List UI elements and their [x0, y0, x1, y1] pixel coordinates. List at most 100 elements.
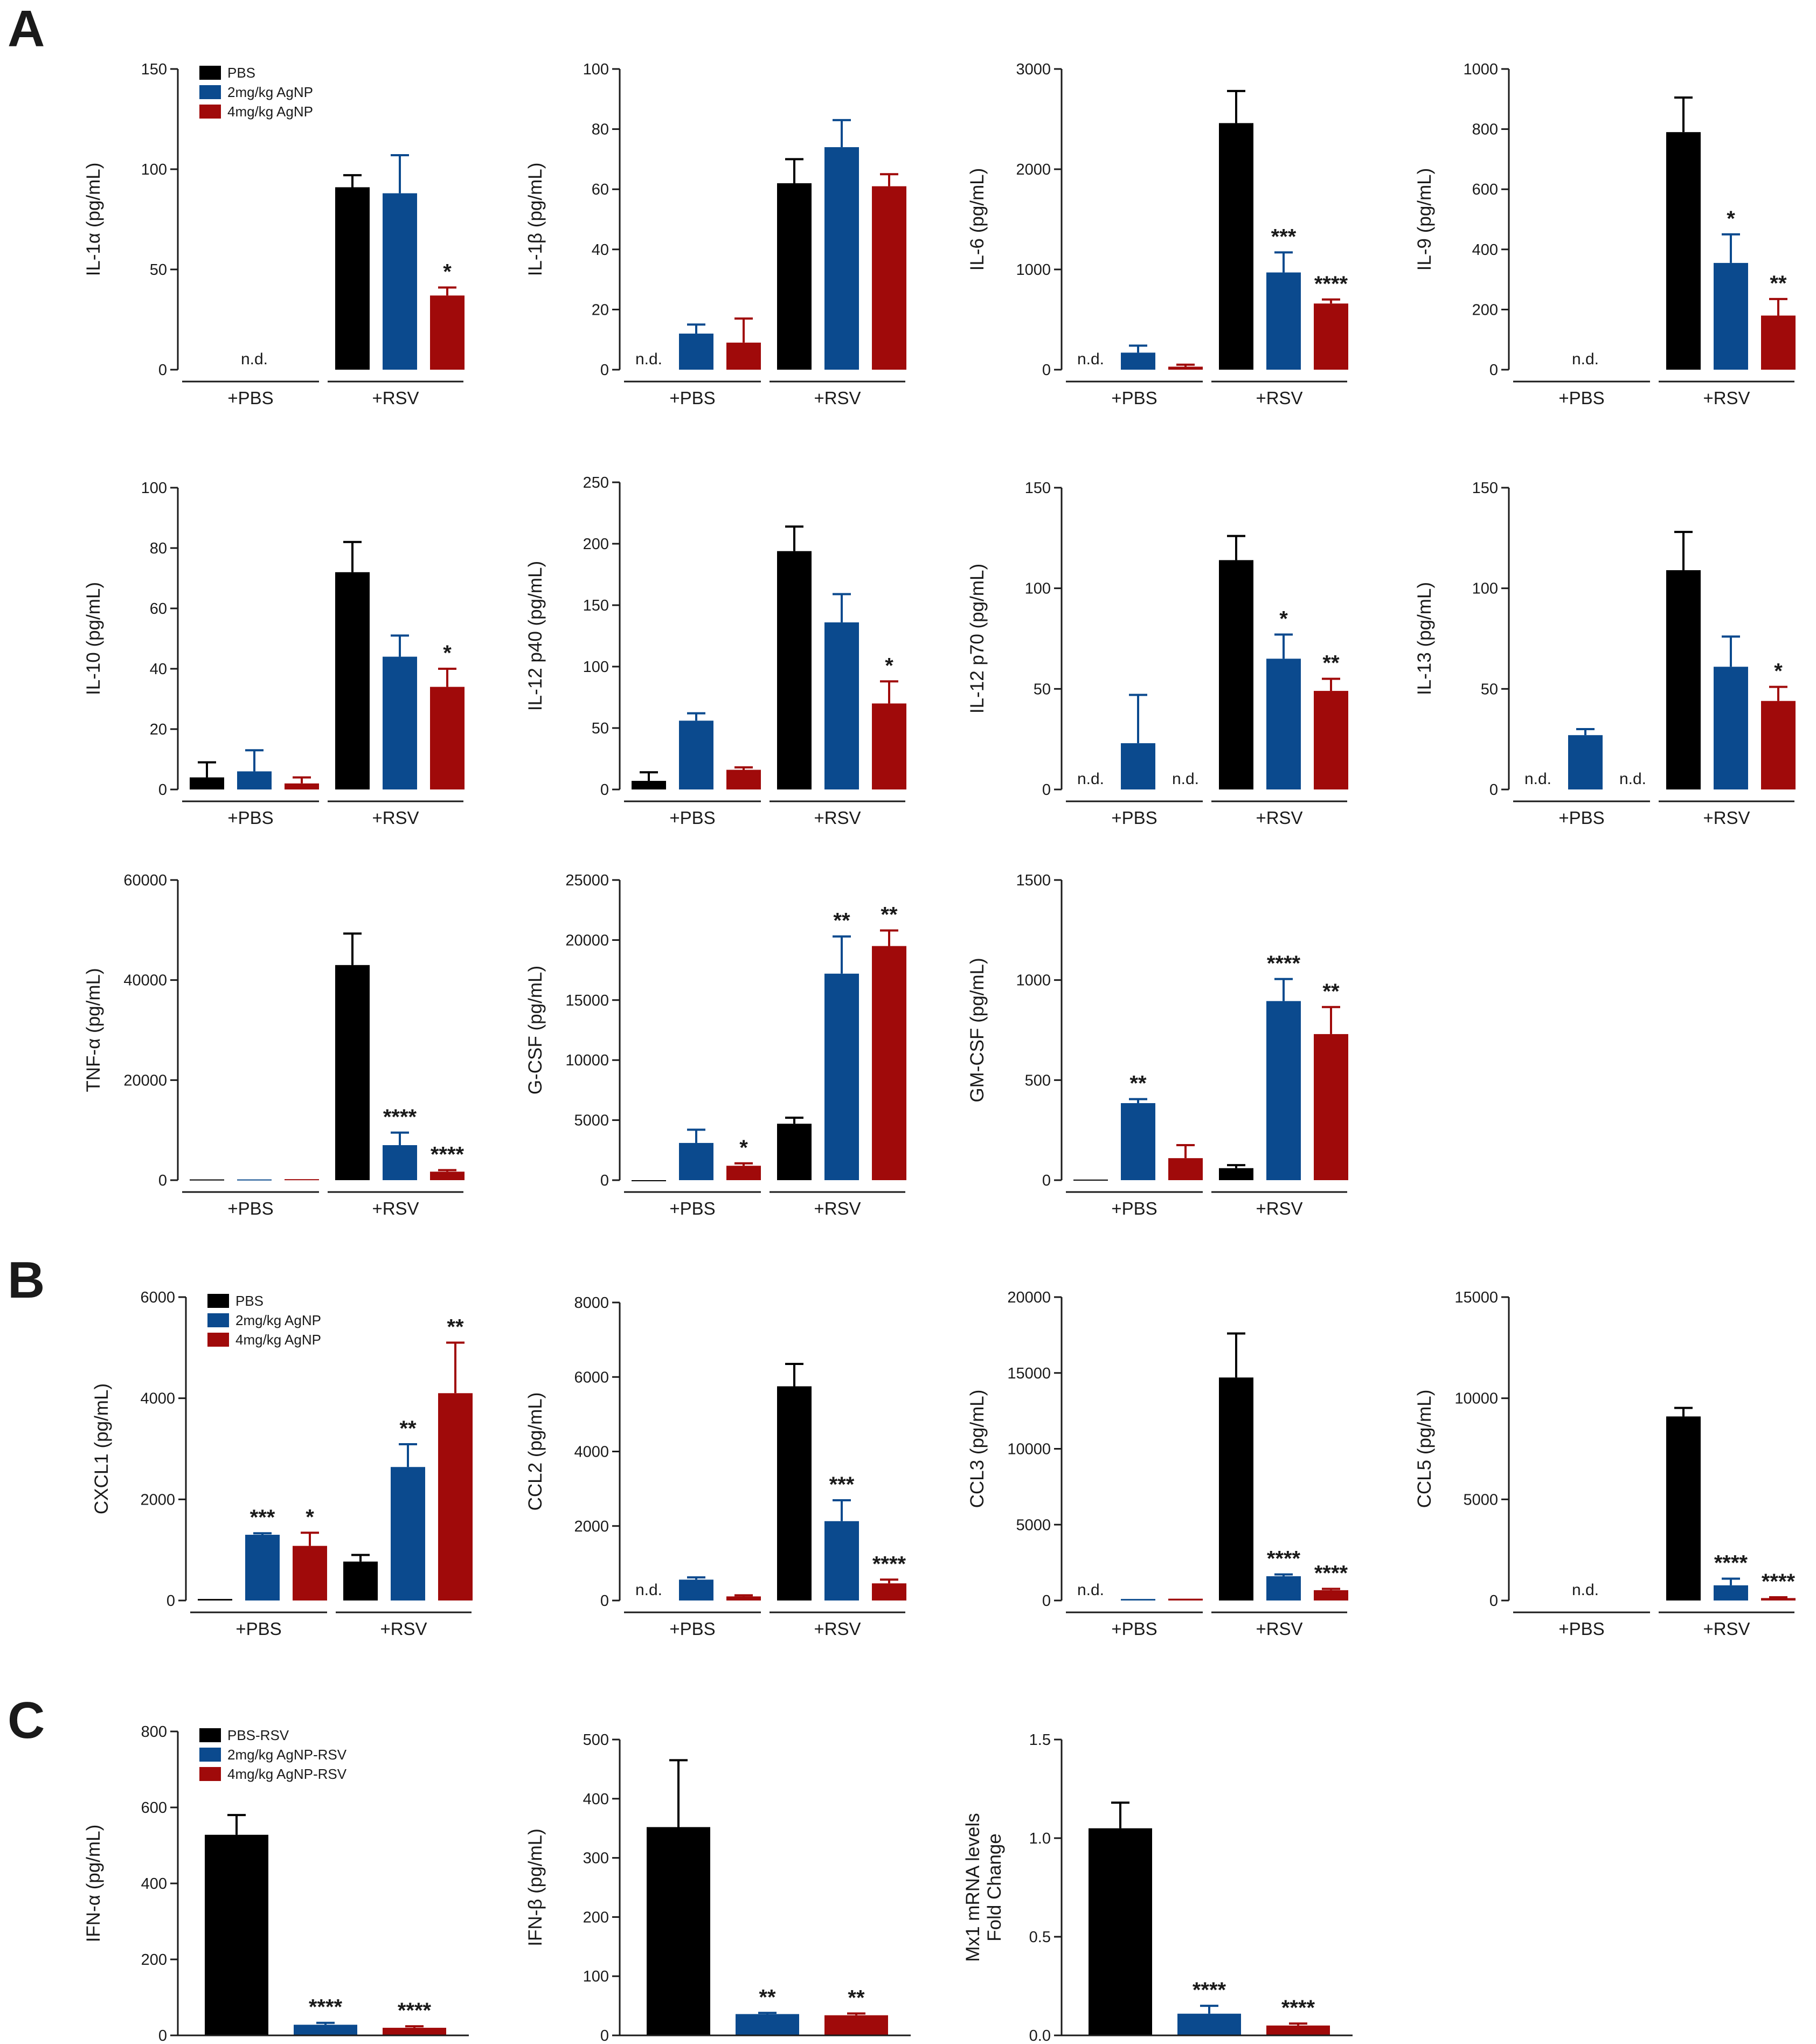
y-tick-label: 0 [1042, 362, 1051, 379]
group-label: +PBS [669, 388, 715, 408]
nd-label: n.d. [1619, 770, 1646, 788]
y-tick-label: 1000 [1016, 972, 1051, 989]
y-axis-title: IL-1β (pg/mL) [525, 163, 546, 276]
bar [1219, 560, 1253, 789]
y-tick-label: 2000 [1016, 161, 1051, 178]
group-label: +RSV [814, 808, 861, 828]
chart-ccl5: 0 5000 10000 15000 CCL5 (pg/mL) **** **** n.d. +… [1414, 1289, 1796, 1639]
y-tick-label: 10000 [1007, 1441, 1051, 1458]
bar [1121, 352, 1155, 370]
group-label: +PBS [1111, 808, 1157, 828]
bar [438, 1393, 473, 1600]
bar [1666, 1416, 1701, 1600]
significance-label: *** [1271, 225, 1297, 248]
bar [824, 147, 859, 370]
legend-label: PBS [235, 1293, 264, 1309]
bar [1168, 366, 1203, 370]
bar [1666, 570, 1701, 789]
y-tick-label: 0 [1042, 1592, 1051, 1610]
panel-label-b: B [8, 1251, 45, 1309]
significance-label: ** [1129, 1072, 1147, 1096]
group-label: +PBS [1111, 1198, 1157, 1218]
y-axis-title: TNF-α (pg/mL) [83, 968, 104, 1092]
nd-label: n.d. [1077, 350, 1104, 368]
bar [872, 946, 906, 1180]
y-axis-title: IL-1α (pg/mL) [83, 163, 104, 276]
bar [1219, 1377, 1253, 1600]
y-tick-label: 60 [592, 181, 609, 198]
y-tick-label: 100 [1472, 580, 1498, 598]
bar [726, 1596, 761, 1600]
y-tick-label: 5000 [1463, 1491, 1498, 1508]
y-tick-label: 100 [583, 1968, 609, 1985]
bar [1177, 2013, 1241, 2035]
bar [736, 2014, 799, 2035]
significance-label: ** [447, 1315, 464, 1339]
significance-label: ** [833, 909, 850, 933]
bar [391, 1467, 425, 1600]
bar [1714, 667, 1748, 789]
y-axis-title: IFN-β (pg/mL) [525, 1828, 546, 1946]
bar [1168, 1158, 1203, 1180]
significance-label: **** [398, 1999, 432, 2022]
bar [1314, 303, 1348, 370]
bar [383, 193, 417, 370]
chart-ccl3: 0 5000 10000 15000 20000 CCL3 (pg/mL) **** ****… [967, 1289, 1348, 1639]
legend-swatch [207, 1333, 229, 1347]
bar [679, 334, 713, 370]
bar [1714, 262, 1748, 370]
group-label: +RSV [372, 808, 419, 828]
nd-label: n.d. [1077, 770, 1104, 788]
chart-tnfa: 0 20000 40000 60000 TNF-α (pg/mL) **** **** +PB… [83, 872, 465, 1218]
y-tick-label: 8000 [574, 1294, 609, 1312]
bar [285, 783, 319, 789]
y-axis-title: G-CSF (pg/mL) [525, 966, 546, 1094]
bar [777, 183, 812, 370]
chart-il10: 0 20 40 60 80 100 IL-10 (pg/mL) * +PBS +RSV [83, 480, 465, 828]
group-label: +PBS [669, 808, 715, 828]
group-label: +PBS [669, 1198, 715, 1218]
group-label: +RSV [1256, 1198, 1302, 1218]
chart-il1b: 0 20 40 60 80 100 IL-1β (pg/mL) n.d. +PBS +RSV [525, 61, 906, 408]
y-tick-label: 600 [1472, 181, 1498, 198]
y-tick-label: 15000 [1454, 1289, 1498, 1306]
y-tick-label: 60000 [123, 872, 167, 889]
bar [777, 551, 812, 789]
bar [824, 622, 859, 789]
bar [1266, 272, 1301, 370]
significance-label: **** [1314, 272, 1348, 296]
bar [430, 687, 465, 789]
bar [335, 187, 370, 370]
significance-label: * [1727, 207, 1735, 231]
bar [430, 1172, 465, 1180]
group-label: +RSV [814, 1619, 861, 1639]
y-tick-label: 20 [150, 721, 167, 738]
bar [1714, 1585, 1748, 1600]
y-tick-label: 400 [141, 1875, 167, 1893]
y-tick-label: 6000 [140, 1289, 175, 1306]
bar [1121, 743, 1155, 789]
y-tick-label: 0 [158, 1172, 167, 1189]
significance-label: ** [1322, 652, 1340, 675]
bar [205, 1834, 268, 2035]
significance-label: * [1774, 660, 1783, 683]
group-label: +PBS [1558, 808, 1604, 828]
legend-label: 2mg/kg AgNP [235, 1312, 321, 1328]
legend-label: 4mg/kg AgNP [227, 103, 313, 120]
bar [343, 1561, 378, 1600]
bar [190, 777, 224, 789]
group-label: +RSV [372, 1198, 419, 1218]
y-axis-title: IL-10 (pg/mL) [83, 582, 104, 695]
y-tick-label: 0 [600, 362, 609, 379]
panel-label-c: C [8, 1692, 45, 1749]
significance-label: **** [431, 1142, 465, 1166]
bar [285, 1179, 319, 1181]
y-tick-label: 0 [167, 1592, 175, 1610]
y-tick-label: 150 [583, 597, 609, 614]
group-label: +RSV [1256, 1619, 1302, 1639]
group-label: +PBS [235, 1619, 281, 1639]
bar [198, 1599, 232, 1600]
y-tick-label: 100 [141, 161, 167, 178]
significance-label: * [885, 654, 893, 677]
